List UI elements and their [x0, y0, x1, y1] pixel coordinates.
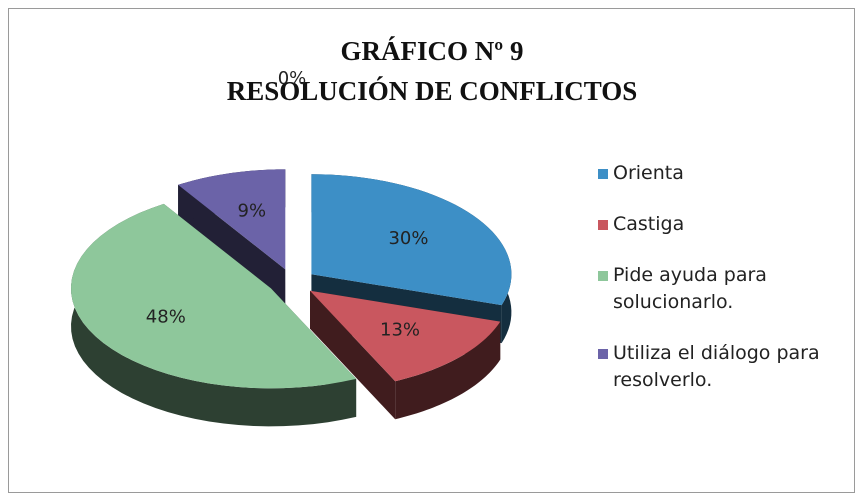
data-label: 13% — [380, 319, 420, 340]
slice-side — [71, 203, 357, 427]
chart-frame — [8, 8, 855, 493]
legend-entry: Utiliza el diálogo para resolverlo. — [598, 340, 838, 394]
slice-side — [310, 290, 396, 420]
slice — [71, 203, 357, 427]
legend-label: Castiga — [613, 213, 685, 235]
legend-entry: Castiga — [598, 211, 838, 238]
legend-label: Pide ayuda para solucionarlo. — [613, 264, 767, 313]
legend: Orienta Castiga Pide ayuda para solucionar… — [598, 160, 838, 418]
slice — [178, 169, 286, 308]
legend-swatch — [598, 349, 608, 359]
data-label: 48% — [146, 306, 186, 327]
legend-label: Orienta — [613, 162, 684, 184]
slice-top — [178, 169, 286, 270]
chart-title: GRÁFICO Nº 9 — [341, 36, 524, 66]
legend-entry: Pide ayuda para solucionarlo. — [598, 262, 838, 316]
legend-label: Utiliza el diálogo para resolverlo. — [613, 342, 820, 391]
legend-swatch — [598, 169, 608, 179]
slice-top — [311, 174, 512, 306]
legend-swatch — [598, 220, 608, 230]
slice-top — [310, 290, 501, 382]
data-label: 0% — [278, 68, 307, 89]
data-label: 30% — [388, 228, 428, 249]
slice — [310, 290, 501, 420]
chart-title: RESOLUCIÓN DE CONFLICTOS — [227, 76, 638, 106]
legend-swatch — [598, 271, 608, 281]
legend-entry: Orienta — [598, 160, 838, 187]
data-label: 9% — [238, 201, 267, 222]
slice-side — [395, 321, 501, 420]
slice-top — [71, 203, 357, 389]
